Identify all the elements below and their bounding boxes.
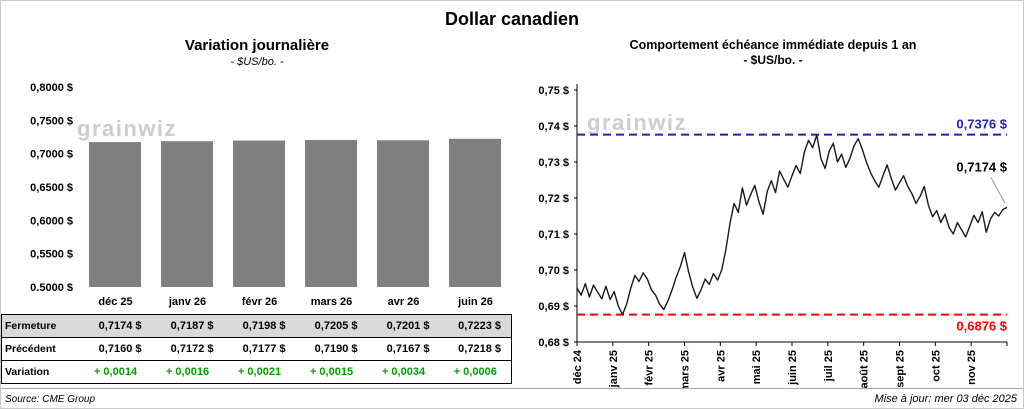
table-value: + 0,0034 <box>367 359 440 384</box>
bar-chart-title: Variation journalière <box>184 37 330 54</box>
updated-label: Mise à jour: mer 03 déc 2025 <box>874 393 1017 405</box>
table-corner-cell <box>2 291 80 314</box>
table-value: 0,7223 $ <box>439 313 512 338</box>
watermark-grainwiz: grainwiz <box>77 116 177 141</box>
table-value: 0,7187 $ <box>151 313 224 338</box>
table-value: 0,7190 $ <box>295 336 368 361</box>
line-x-tick-label: juin 25 <box>787 350 799 386</box>
low-value-label: 0,6876 $ <box>956 319 1007 334</box>
page-title: Dollar canadien <box>444 9 580 29</box>
line-x-tick-label: janv 25 <box>608 350 620 388</box>
price-series-line <box>576 134 1008 316</box>
line-x-tick-label: déc 24 <box>572 349 584 384</box>
bar-mars 26 <box>305 140 357 287</box>
table-value: 0,7174 $ <box>79 313 152 338</box>
category-label: déc 25 <box>98 296 133 309</box>
bar-y-tick-label: 0,7500 $ <box>30 115 73 127</box>
line-x-tick-label: juil 25 <box>823 350 835 382</box>
bar-y-tick-label: 0,5000 $ <box>30 282 73 291</box>
bar-déc 25 <box>89 142 141 287</box>
bar-juin 26 <box>449 138 501 287</box>
line-y-tick-label: 0,70 $ <box>538 265 569 277</box>
bar-avr 26 <box>377 140 429 287</box>
daily-variation-panel: Variation journalière - $US/bo. - 0,8000… <box>1 37 513 384</box>
table-value: 0,7160 $ <box>79 336 152 361</box>
table-value: + 0,0006 <box>439 359 512 384</box>
line-chart-title: Comportement échéance immédiate depuis 1… <box>629 38 917 52</box>
line-x-tick-label: mars 25 <box>680 350 692 392</box>
table-value: + 0,0015 <box>295 359 368 384</box>
line-x-tick-label: sept 25 <box>895 350 907 388</box>
bar-chart: 0,8000 $ 0,7500 $ 0,7000 $ 0,6500 $ 0,6000 $… <box>30 82 501 291</box>
bar-y-tick-label: 0,6500 $ <box>30 182 73 194</box>
table-value: 0,7201 $ <box>367 313 440 338</box>
table-value: + 0,0021 <box>223 359 296 384</box>
line-y-tick-label: 0,71 $ <box>538 229 569 241</box>
line-y-tick-label: 0,69 $ <box>538 301 569 313</box>
category-label: juin 26 <box>458 296 493 309</box>
one-year-panel: Comportement échéance immédiate depuis 1… <box>521 37 1023 396</box>
line-y-tick-label: 0,68 $ <box>538 337 569 349</box>
table-row-variation: Variation + 0,0014 + 0,0016 + 0,0021 + 0,001… <box>1 359 512 384</box>
bar-févr 26 <box>233 140 285 287</box>
high-value-label: 0,7376 $ <box>956 117 1007 132</box>
table-row-précédent: Précédent 0,7160 $0,7172 $0,7177 $0,7190 … <box>1 336 512 361</box>
line-y-tick-label: 0,74 $ <box>538 121 569 133</box>
table-row-fermeture: Fermeture 0,7174 $0,7187 $0,7198 $0,7205 … <box>1 313 512 338</box>
table-value: + 0,0014 <box>79 359 152 384</box>
bar-y-tick-label: 0,7000 $ <box>30 149 73 161</box>
table-value: + 0,0016 <box>151 359 224 384</box>
line-x-tick-label: févr 25 <box>644 350 656 385</box>
table-value: 0,7205 $ <box>295 313 368 338</box>
source-label: Source: CME Group <box>5 394 96 405</box>
watermark-grainwiz: grainwiz <box>587 110 687 135</box>
line-y-tick-label: 0,75 $ <box>538 85 569 97</box>
line-x-tick-label: août 25 <box>859 350 871 389</box>
table-header-row: déc 25 janv 26 févr 26 mars 26 avr 26 juin 26 <box>2 291 512 314</box>
line-y-tick-label: 0,72 $ <box>538 193 569 205</box>
bar-chart-subtitle: - $US/bo. - <box>230 56 284 68</box>
footer: Source: CME Group Mise à jour: mer 03 dé… <box>1 388 1023 408</box>
table-value: 0,7198 $ <box>223 313 296 338</box>
table-value: 0,7177 $ <box>223 336 296 361</box>
line-chart: 0,75 $ 0,74 $ 0,73 $ 0,72 $ 0,71 $ 0,70 $ 0,69… <box>538 84 1008 392</box>
category-label: avr 26 <box>387 296 420 309</box>
row-label: Variation <box>1 359 80 384</box>
line-x-tick-label: nov 25 <box>966 350 978 385</box>
last-value-leader-line <box>990 177 1006 204</box>
bar-y-tick-label: 0,8000 $ <box>30 82 73 94</box>
category-label: févr 26 <box>241 296 278 309</box>
table-value: 0,7218 $ <box>439 336 512 361</box>
table-value: 0,7167 $ <box>367 336 440 361</box>
category-label: janv 26 <box>168 296 207 309</box>
table-value: 0,7172 $ <box>151 336 224 361</box>
bar-y-tick-label: 0,6000 $ <box>30 215 73 227</box>
bar-y-tick-label: 0,5500 $ <box>30 249 73 261</box>
row-label: Fermeture <box>1 313 80 338</box>
line-x-tick-label: mai 25 <box>751 350 763 384</box>
line-y-tick-label: 0,73 $ <box>538 157 569 169</box>
line-x-tick-label: avr 25 <box>715 350 727 382</box>
last-value-label: 0,7174 $ <box>956 159 1007 174</box>
row-label: Précédent <box>1 336 80 361</box>
futures-table: déc 25 janv 26 févr 26 mars 26 avr 26 juin 26… <box>1 291 512 384</box>
line-x-tick-label: oct 25 <box>930 350 942 382</box>
category-label: mars 26 <box>310 296 353 309</box>
bar-janv 26 <box>161 141 213 287</box>
line-chart-subtitle: - $US/bo. - <box>743 53 803 67</box>
